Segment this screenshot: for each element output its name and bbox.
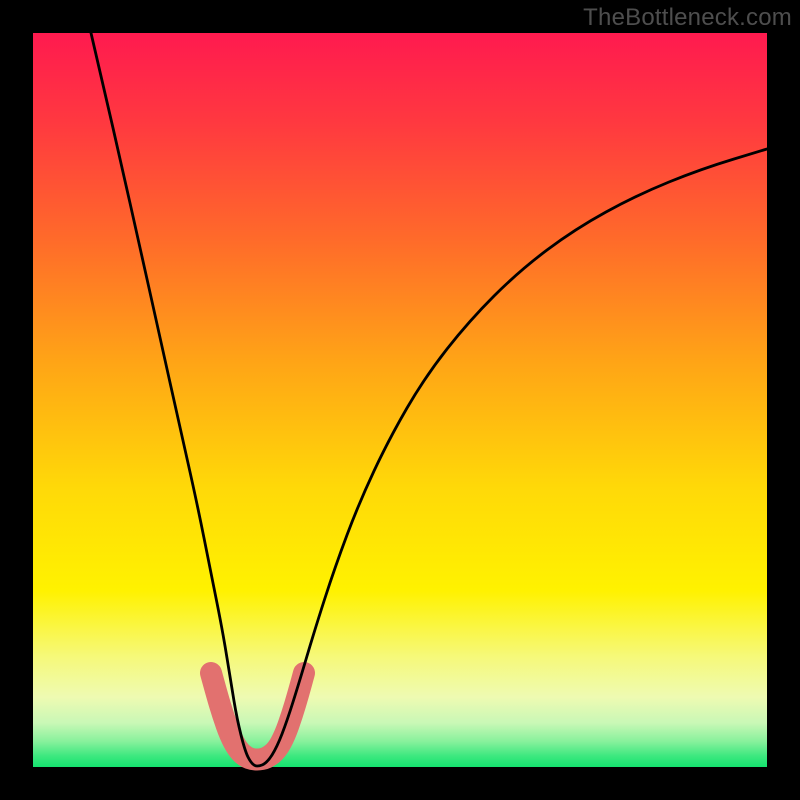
watermark-text: TheBottleneck.com — [583, 4, 792, 32]
plot-background — [33, 33, 767, 767]
chart-svg — [0, 0, 800, 800]
chart-canvas: TheBottleneck.com — [0, 0, 800, 800]
